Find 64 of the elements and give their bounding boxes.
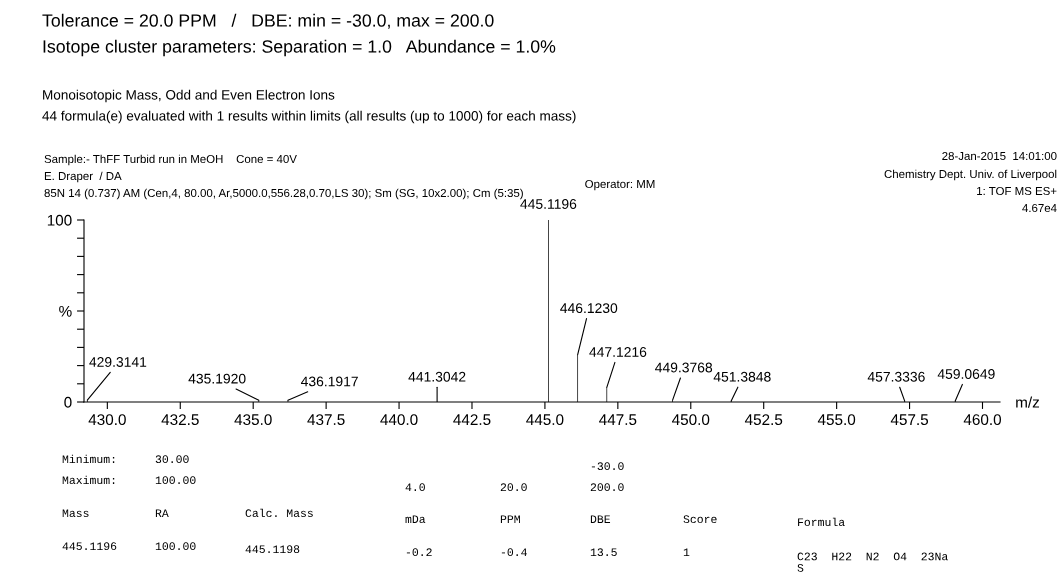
text: -0.4 [501,548,527,557]
text: 100.00 [155,476,196,485]
text: C23 H22 N2 O4 23Na S [797,552,948,572]
text: Formula [798,517,845,527]
text: Mass [62,509,89,518]
x-tick-label: 452.5 [744,414,783,426]
x-tick-label: 457.5 [890,414,929,426]
annotation: 429.3141 [89,357,147,367]
text: Score [683,515,717,524]
x-axis-title: m/z [1016,396,1040,408]
text: DBE [590,515,611,523]
annotation: 435.1920 [188,373,246,384]
text: Minimum: [62,454,115,464]
text: mDa [405,515,426,524]
annotation: 457.3336 [867,371,925,382]
text: 20.0 [500,483,527,492]
x-tick-label: 440.0 [380,414,418,426]
text: Tolerance = 20.0 PPM / DBE: min = -30.0, max = 200.0 [42,13,494,29]
text: Isotope cluster parameters: Separation = 1.0 Abundance = 1.0% [43,39,556,57]
text: Chemistry Dept. Univ. of Liverpool [884,169,1057,181]
text: 1 [683,548,690,556]
text: 100.00 [155,542,196,551]
annotation: 436.1917 [300,376,358,387]
text: Operator: MM [585,179,655,191]
text: Maximum: [62,475,115,485]
text: 445.1198 [245,545,300,554]
text: PPM [500,515,520,523]
x-tick-label: 437.5 [307,414,345,426]
text: 1: TOF MS ES+ [977,186,1057,196]
x-tick-label: 460.0 [963,414,1002,426]
x-tick-label: 442.5 [453,414,491,426]
text: -0.2 [406,548,432,557]
text: RA [155,509,169,517]
text: Monoisotopic Mass, Odd and Even Electron Ions [43,89,335,103]
x-tick-label: 430.0 [88,414,126,426]
x-tick-label: 450.0 [672,414,710,426]
y-tick-label: 0 [64,396,72,408]
x-tick-label: 447.5 [599,414,637,426]
text: Sample:- ThFF Turbid run in MeOH Cone = 40V [44,154,297,166]
annotation: 459.0649 [937,369,995,379]
text: 30.00 [155,455,189,464]
text: -30.0 [591,462,624,471]
text: 4.0 [405,483,425,492]
annotation: 451.3848 [713,371,771,382]
text: 85N 14 (0.737) AM (Cen,4, 80.00, Ar,5000.0,556.28,0.70,LS 30); Sm (SG, 10x2.00); Cm (5:35) [44,188,523,200]
text: 4.67e4 [1022,203,1057,213]
y-tick-label: 100 [47,214,72,226]
annotation: 446.1230 [560,303,618,314]
annotation: 445.1196 [520,199,577,209]
text: 28-Jan-2015 14:01:00 [942,151,1057,161]
text: 445.1196 [62,542,117,551]
annotation: 447.1216 [589,347,647,357]
text: 44 formula(e) evaluated with 1 results within limits (all results (up to 1000) for each mass) [42,110,576,124]
text: E. Draper / DA [44,171,122,183]
x-tick-label: 455.0 [817,414,856,426]
y-tick-label: % [59,305,72,317]
text: 200.0 [590,483,624,492]
x-tick-label: 435.0 [234,414,272,426]
annotation: 449.3768 [655,362,713,373]
text: Calc. Mass [245,508,313,518]
x-tick-label: 445.0 [526,414,564,426]
text: 13.5 [590,548,617,557]
annotation: 441.3042 [408,371,466,382]
x-tick-label: 432.5 [161,414,199,426]
